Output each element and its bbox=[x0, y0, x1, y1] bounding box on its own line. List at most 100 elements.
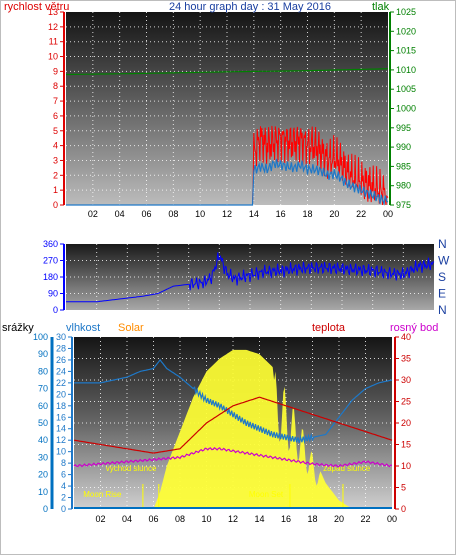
dewpoint-axis-label: rosný bod bbox=[390, 322, 438, 334]
chart1-x-tick-label: 22 bbox=[356, 209, 366, 219]
temperature-tick-label: 15 bbox=[401, 440, 411, 450]
direction-tick-label: 0 bbox=[53, 305, 58, 315]
humidity-tick-label: 8 bbox=[61, 458, 66, 468]
temperature-line bbox=[73, 396, 393, 454]
humidity-tick-label: 20 bbox=[56, 389, 66, 399]
chart1-x-tick-label: 00 bbox=[383, 209, 393, 219]
pressure-tick-label: 1000 bbox=[396, 104, 416, 114]
chart1-x-tick-label: 16 bbox=[276, 209, 286, 219]
chart1-x-tick-label: 18 bbox=[302, 209, 312, 219]
pressure-tick-label: 1015 bbox=[396, 46, 416, 56]
direction-tick-label: 360 bbox=[43, 239, 58, 249]
pressure-tick-label: 1005 bbox=[396, 84, 416, 94]
pressure-tick-label: 990 bbox=[396, 142, 411, 152]
humidity-tick-label: 28 bbox=[56, 343, 66, 353]
rain-tick-label: 10 bbox=[38, 487, 48, 497]
chart3-x-tick-label: 04 bbox=[122, 514, 132, 524]
wind-speed-tick-label: 10 bbox=[48, 52, 58, 62]
chart3-x-tick-label: 22 bbox=[360, 514, 370, 524]
pressure-axis-label: tlak bbox=[372, 1, 390, 13]
direction-tick-label: 90 bbox=[48, 289, 58, 299]
humidity-tick-label: 6 bbox=[61, 470, 66, 480]
chart3-x-tick-label: 14 bbox=[254, 514, 264, 524]
solar-axis-label: Solar bbox=[118, 322, 144, 334]
solar-area bbox=[74, 349, 392, 509]
wind-speed-tick-label: 4 bbox=[53, 141, 58, 151]
compass-label: N bbox=[438, 303, 447, 317]
wind-speed-tick-label: 12 bbox=[48, 22, 58, 32]
temperature-tick-label: 35 bbox=[401, 354, 411, 364]
humidity-tick-label: 10 bbox=[56, 447, 66, 457]
wind-speed-tick-label: 5 bbox=[53, 126, 58, 136]
chart1-x-tick-label: 20 bbox=[329, 209, 339, 219]
chart3-x-tick-label: 08 bbox=[175, 514, 185, 524]
sunset-label: západ slunce bbox=[323, 464, 371, 473]
direction-tick-label: 270 bbox=[43, 256, 58, 266]
chart1-x-tick-label: 04 bbox=[115, 209, 125, 219]
humidity-axis-label: vlhkost bbox=[66, 322, 100, 334]
chart3-x-tick-label: 02 bbox=[95, 514, 105, 524]
humidity-tick-label: 14 bbox=[56, 424, 66, 434]
wind-speed-tick-label: 2 bbox=[53, 170, 58, 180]
compass-label: N bbox=[438, 237, 447, 251]
wind-speed-tick-label: 8 bbox=[53, 81, 58, 91]
humidity-tick-label: 16 bbox=[56, 412, 66, 422]
wind-speed-tick-label: 7 bbox=[53, 96, 58, 106]
chart3-x-tick-label: 12 bbox=[228, 514, 238, 524]
rain-tick-label: 50 bbox=[38, 418, 48, 428]
wind-average-line bbox=[66, 158, 389, 206]
humidity-tick-label: 30 bbox=[56, 332, 66, 342]
humidity-tick-label: 26 bbox=[56, 355, 66, 365]
rain-tick-label: 60 bbox=[38, 401, 48, 411]
rain-tick-label: 20 bbox=[38, 470, 48, 480]
chart1-title: 24 hour graph day : 31 May 2016 bbox=[169, 1, 331, 13]
wind-speed-tick-label: 11 bbox=[49, 37, 58, 47]
rain-tick-label: 30 bbox=[38, 452, 48, 462]
pressure-tick-label: 980 bbox=[396, 181, 411, 191]
wind-speed-tick-label: 3 bbox=[53, 155, 58, 165]
chart1-x-tick-label: 06 bbox=[141, 209, 151, 219]
compass-label: W bbox=[438, 254, 450, 268]
temperature-tick-label: 20 bbox=[401, 418, 411, 428]
chart1-x-tick-label: 10 bbox=[195, 209, 205, 219]
pressure-tick-label: 995 bbox=[396, 123, 411, 133]
compass-label: S bbox=[438, 270, 446, 284]
wind-speed-tick-label: 6 bbox=[53, 111, 58, 121]
temperature-axis-label: teplota bbox=[312, 322, 346, 334]
pressure-tick-label: 1020 bbox=[396, 26, 416, 36]
wind-speed-axis-label: rychlost větru bbox=[4, 1, 69, 13]
rain-tick-label: 90 bbox=[38, 349, 48, 359]
humidity-tick-label: 22 bbox=[56, 378, 66, 388]
pressure-tick-label: 985 bbox=[396, 161, 411, 171]
pressure-tick-label: 975 bbox=[396, 200, 411, 210]
rain-tick-label: 100 bbox=[33, 332, 48, 342]
chart3-x-tick-label: 20 bbox=[334, 514, 344, 524]
direction-tick-label: 180 bbox=[43, 272, 58, 282]
humidity-tick-label: 0 bbox=[61, 504, 66, 514]
moonrise-label: Moon Rise bbox=[83, 490, 122, 499]
wind-direction-line bbox=[66, 252, 435, 303]
chart3-x-tick-label: 10 bbox=[201, 514, 211, 524]
moonset-label: Moon Set bbox=[249, 490, 284, 499]
pressure-tick-label: 1025 bbox=[396, 7, 416, 17]
chart1-x-tick-label: 08 bbox=[168, 209, 178, 219]
rain-axis-label: srážky bbox=[2, 322, 34, 334]
wind-speed-tick-label: 13 bbox=[48, 7, 58, 17]
chart3-x-tick-label: 18 bbox=[307, 514, 317, 524]
humidity-tick-label: 12 bbox=[56, 435, 66, 445]
humidity-tick-label: 4 bbox=[61, 481, 66, 491]
chart3-x-tick-label: 00 bbox=[387, 514, 397, 524]
humidity-tick-label: 2 bbox=[61, 493, 66, 503]
humidity-tick-label: 18 bbox=[56, 401, 66, 411]
chart1-x-tick-label: 14 bbox=[249, 209, 259, 219]
wind-speed-tick-label: 9 bbox=[53, 66, 58, 76]
temperature-tick-label: 5 bbox=[401, 483, 406, 493]
chart1-x-tick-label: 02 bbox=[88, 209, 98, 219]
sunrise-label: východ slunce bbox=[106, 464, 157, 473]
wind-speed-tick-label: 0 bbox=[53, 200, 58, 210]
rain-tick-label: 40 bbox=[38, 435, 48, 445]
temperature-tick-label: 40 bbox=[401, 332, 411, 342]
rain-tick-label: 80 bbox=[38, 366, 48, 376]
rain-tick-label: 0 bbox=[43, 504, 48, 514]
wind-speed-tick-label: 1 bbox=[53, 185, 58, 195]
